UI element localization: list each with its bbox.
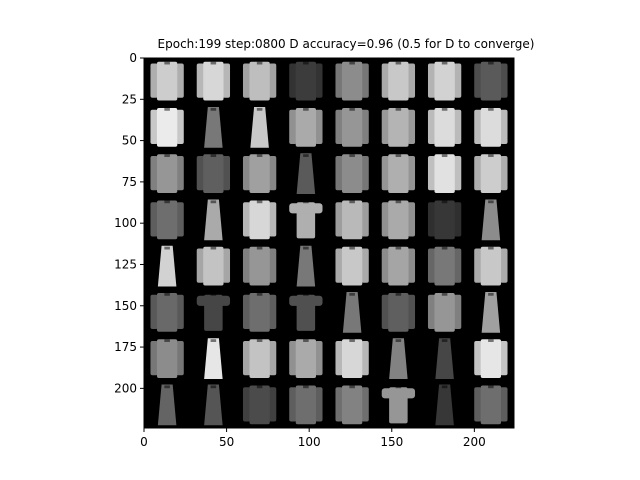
generated-sample-tile	[381, 61, 416, 101]
y-tick-label: 75	[122, 175, 137, 189]
generated-sample-tile	[204, 384, 223, 426]
generated-sample-tile	[289, 292, 323, 331]
x-tick-label: 100	[298, 435, 321, 449]
generated-sample-tile	[296, 245, 316, 287]
generated-sample-tile	[427, 200, 462, 240]
generated-sample-tile	[335, 339, 369, 379]
generated-sample-tile	[204, 338, 223, 379]
generated-sample-tile	[474, 61, 508, 101]
generated-sample-tile	[427, 246, 462, 286]
generated-sample-tile	[435, 384, 454, 426]
generated-sample-tile	[242, 385, 277, 425]
generated-sample-tile	[389, 338, 408, 379]
generated-sample-tile	[335, 200, 369, 240]
generated-sample-tile	[474, 385, 508, 425]
generated-sample-tile	[335, 107, 369, 147]
plot-title: Epoch:199 step:0800 D accuracy=0.96 (0.5…	[157, 37, 535, 51]
generated-sample-tile	[427, 107, 462, 147]
generated-sample-tile	[289, 107, 323, 147]
y-tick-label: 0	[129, 51, 137, 65]
generated-sample-tile	[242, 246, 277, 286]
generated-sample-tile	[427, 61, 462, 101]
generated-sample-tile	[296, 153, 316, 194]
generated-sample-tile	[204, 107, 223, 148]
generated-sample-tile	[250, 107, 269, 148]
y-tick-label: 100	[114, 216, 137, 230]
generated-sample-tile	[381, 385, 416, 424]
generated-sample-tile	[150, 107, 184, 147]
axes-frame	[143, 57, 515, 429]
generated-sample-tile	[242, 339, 277, 379]
generated-sample-tile	[157, 384, 177, 426]
generated-sample-tile	[335, 385, 369, 425]
x-axis-ticks: 0 50 100 150 200	[140, 428, 486, 449]
generated-sample-tile	[474, 246, 508, 286]
image-grid	[144, 58, 514, 428]
generated-sample-tile	[427, 154, 462, 194]
generated-sample-tile	[242, 292, 277, 332]
generated-sample-tile	[381, 200, 416, 240]
generated-sample-tile	[196, 246, 231, 286]
generated-sample-tile	[381, 107, 416, 147]
x-tick-label: 0	[140, 435, 148, 449]
y-tick-label: 175	[114, 340, 137, 354]
generated-sample-tile	[150, 339, 184, 379]
generated-sample-tile	[381, 154, 416, 194]
generated-sample-tile	[474, 339, 508, 379]
generated-sample-tile	[150, 200, 184, 240]
generated-sample-tile	[435, 338, 454, 379]
x-tick-label: 150	[380, 435, 403, 449]
generated-sample-tile	[242, 154, 277, 194]
y-axis-ticks: 0 25 50 75 100 125 150 175 200	[114, 51, 144, 395]
generated-sample-tile	[289, 200, 323, 239]
generated-sample-tile	[335, 154, 369, 194]
generated-sample-tile	[342, 292, 362, 333]
generated-sample-tile	[474, 154, 508, 194]
generated-sample-tile	[381, 246, 416, 286]
generated-sample-tile	[481, 292, 501, 333]
generated-sample-tile	[289, 339, 323, 379]
generated-sample-tile	[196, 61, 231, 101]
generated-sample-tile	[196, 292, 231, 331]
generated-sample-tile	[474, 107, 508, 147]
y-tick-label: 200	[114, 381, 137, 395]
generated-sample-tile	[242, 200, 277, 240]
generated-sample-tile	[335, 61, 369, 101]
y-tick-label: 125	[114, 257, 137, 271]
generated-sample-tile	[150, 292, 184, 332]
generated-sample-tile	[427, 292, 462, 332]
generated-sample-tile	[289, 61, 323, 101]
generated-sample-tile	[150, 61, 184, 101]
x-tick-label: 50	[219, 435, 234, 449]
generated-sample-tile	[381, 292, 416, 332]
y-tick-label: 25	[122, 92, 137, 106]
generated-sample-tile	[157, 245, 177, 287]
generated-sample-tile	[150, 154, 184, 194]
generated-sample-tile	[196, 154, 231, 194]
generated-sample-tile	[204, 199, 223, 241]
y-tick-label: 50	[122, 134, 137, 148]
y-tick-label: 150	[114, 299, 137, 313]
x-tick-label: 200	[463, 435, 486, 449]
generated-sample-tile	[242, 61, 277, 101]
generated-sample-tile	[289, 385, 323, 425]
generated-sample-tile	[335, 246, 369, 286]
generated-sample-tile	[481, 199, 501, 241]
